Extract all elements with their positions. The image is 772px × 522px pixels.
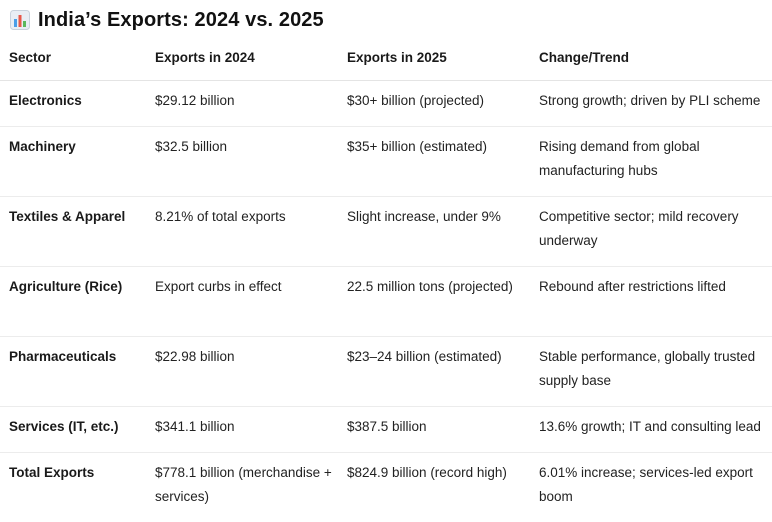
- column-header-change-trend: Change/Trend: [530, 40, 772, 81]
- trend-cell: Rebound after restrictions lifted: [530, 267, 772, 337]
- table-row: Pharmaceuticals $22.98 billion $23–24 bi…: [0, 337, 772, 407]
- exports-2025-cell: 22.5 million tons (projected): [338, 267, 530, 337]
- exports-2024-cell: $341.1 billion: [146, 407, 338, 453]
- sector-cell: Services (IT, etc.): [0, 407, 146, 453]
- table-row: Machinery $32.5 billion $35+ billion (es…: [0, 127, 772, 197]
- table-header-row: Sector Exports in 2024 Exports in 2025 C…: [0, 40, 772, 81]
- title-bar: India’s Exports: 2024 vs. 2025: [10, 6, 324, 34]
- exports-2025-cell: $23–24 billion (estimated): [338, 337, 530, 407]
- bar-chart-icon: [10, 10, 30, 30]
- exports-2025-cell: $30+ billion (projected): [338, 81, 530, 127]
- column-header-exports-2024: Exports in 2024: [146, 40, 338, 81]
- exports-table: Sector Exports in 2024 Exports in 2025 C…: [0, 40, 772, 522]
- sector-cell: Pharmaceuticals: [0, 337, 146, 407]
- exports-2025-cell: Slight increase, under 9%: [338, 197, 530, 267]
- table-row: Total Exports $778.1 billion (merchandis…: [0, 453, 772, 522]
- table-row: Agriculture (Rice) Export curbs in effec…: [0, 267, 772, 337]
- exports-2025-cell: $35+ billion (estimated): [338, 127, 530, 197]
- exports-2025-cell: $824.9 billion (record high): [338, 453, 530, 522]
- column-header-sector: Sector: [0, 40, 146, 81]
- sector-cell: Agriculture (Rice): [0, 267, 146, 337]
- trend-cell: 6.01% increase; services-led export boom: [530, 453, 772, 522]
- exports-2024-cell: 8.21% of total exports: [146, 197, 338, 267]
- sector-cell: Electronics: [0, 81, 146, 127]
- column-header-exports-2025: Exports in 2025: [338, 40, 530, 81]
- trend-cell: 13.6% growth; IT and consulting lead: [530, 407, 772, 453]
- trend-cell: Rising demand from global manufacturing …: [530, 127, 772, 197]
- exports-2024-cell: $32.5 billion: [146, 127, 338, 197]
- sector-cell: Textiles & Apparel: [0, 197, 146, 267]
- exports-2024-cell: Export curbs in effect: [146, 267, 338, 337]
- sector-cell: Machinery: [0, 127, 146, 197]
- trend-cell: Stable performance, globally trusted sup…: [530, 337, 772, 407]
- exports-2024-cell: $29.12 billion: [146, 81, 338, 127]
- exports-2025-cell: $387.5 billion: [338, 407, 530, 453]
- trend-cell: Strong growth; driven by PLI scheme: [530, 81, 772, 127]
- page-title: India’s Exports: 2024 vs. 2025: [38, 9, 324, 32]
- sector-cell: Total Exports: [0, 453, 146, 522]
- exports-2024-cell: $778.1 billion (merchandise + services): [146, 453, 338, 522]
- table-row: Textiles & Apparel 8.21% of total export…: [0, 197, 772, 267]
- exports-2024-cell: $22.98 billion: [146, 337, 338, 407]
- table-row: Services (IT, etc.) $341.1 billion $387.…: [0, 407, 772, 453]
- table-row: Electronics $29.12 billion $30+ billion …: [0, 81, 772, 127]
- trend-cell: Competitive sector; mild recovery underw…: [530, 197, 772, 267]
